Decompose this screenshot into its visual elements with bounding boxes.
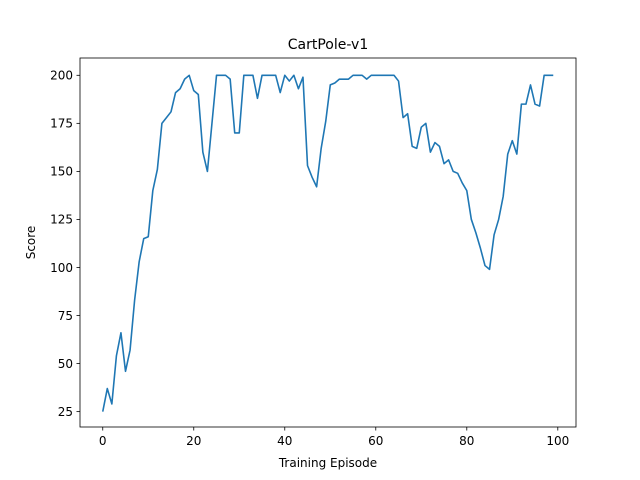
y-tick-label: 50 <box>58 357 73 371</box>
y-axis: 25 50 75 100 125 150 175 200 <box>50 69 80 419</box>
x-tick-label: 100 <box>546 434 569 448</box>
y-tick-label: 125 <box>50 213 73 227</box>
y-tick-label: 200 <box>50 69 73 83</box>
x-axis: 0 20 40 60 80 100 <box>99 427 569 448</box>
series-line <box>101 74 554 412</box>
x-tick-label: 0 <box>99 434 107 448</box>
x-tick-label: 60 <box>368 434 383 448</box>
plot-frame <box>79 57 577 428</box>
y-tick-label: 150 <box>50 165 73 179</box>
y-tick-label: 25 <box>58 405 73 419</box>
x-tick-label: 80 <box>459 434 474 448</box>
chart-title: CartPole-v1 <box>288 37 368 53</box>
y-tick-label: 75 <box>58 309 73 323</box>
y-tick-label: 175 <box>50 117 73 131</box>
x-tick-label: 40 <box>277 434 292 448</box>
x-tick-label: 20 <box>186 434 201 448</box>
y-tick-label: 100 <box>50 261 73 275</box>
x-axis-label: Training Episode <box>278 456 377 470</box>
y-axis-label: Score <box>24 226 38 260</box>
